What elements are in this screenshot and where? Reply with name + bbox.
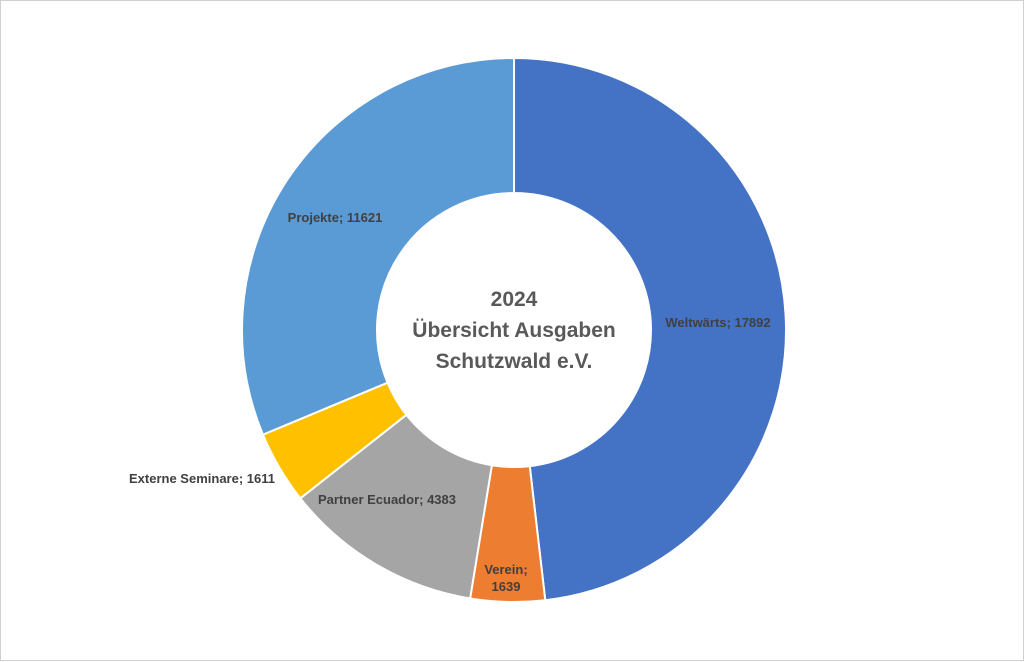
data-label-partner-ecuador: Partner Ecuador; 4383 bbox=[318, 492, 456, 507]
data-label-projekte: Projekte; 11621 bbox=[288, 210, 383, 225]
slice-weltwärts bbox=[513, 56, 787, 602]
slices-group bbox=[241, 56, 787, 603]
data-label-verein: Verein; 1639 bbox=[484, 562, 527, 594]
slice-projekte bbox=[241, 56, 515, 436]
data-label-weltwärts: Weltwärts; 17892 bbox=[665, 315, 770, 330]
data-label-externe-seminare: Externe Seminare; 1611 bbox=[129, 471, 275, 486]
chart-title-line-2: Übersicht Ausgaben bbox=[412, 319, 615, 342]
labels-group: Weltwärts; 17892 Verein; 1639 Partner Ecuad… bbox=[129, 210, 771, 594]
chart-title-line-3: Schutzwald e.V. bbox=[436, 350, 593, 373]
chart-title-line-1: 2024 bbox=[491, 288, 538, 311]
